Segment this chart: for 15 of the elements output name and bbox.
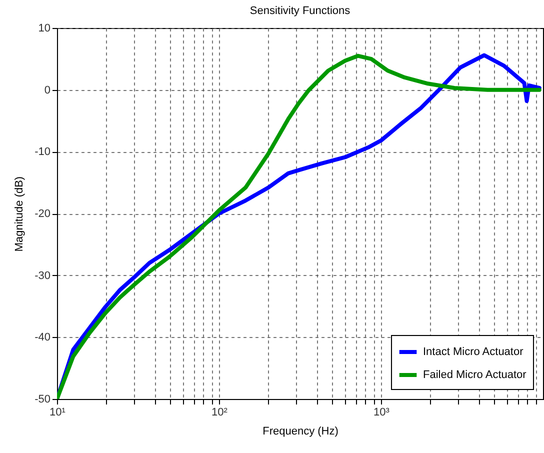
x-tick-label: 10¹ [50, 406, 66, 418]
legend-label: Failed Micro Actuator [423, 369, 527, 381]
y-tick-label: 10 [38, 22, 50, 34]
x-tick-label: 10³ [374, 406, 390, 418]
y-tick-label: 0 [44, 84, 50, 96]
y-tick-label: -40 [34, 332, 50, 344]
y-tick-label: -10 [34, 146, 50, 158]
chart-title: Sensitivity Functions [250, 5, 351, 17]
y-axis-title: Magnitude (dB) [14, 176, 26, 252]
y-tick-label: -20 [34, 208, 50, 220]
x-tick-label: 10² [212, 406, 228, 418]
y-tick-label: -50 [34, 394, 50, 406]
x-axis-title: Frequency (Hz) [262, 426, 338, 438]
y-tick-label: -30 [34, 270, 50, 282]
legend-label: Intact Micro Actuator [423, 346, 524, 358]
